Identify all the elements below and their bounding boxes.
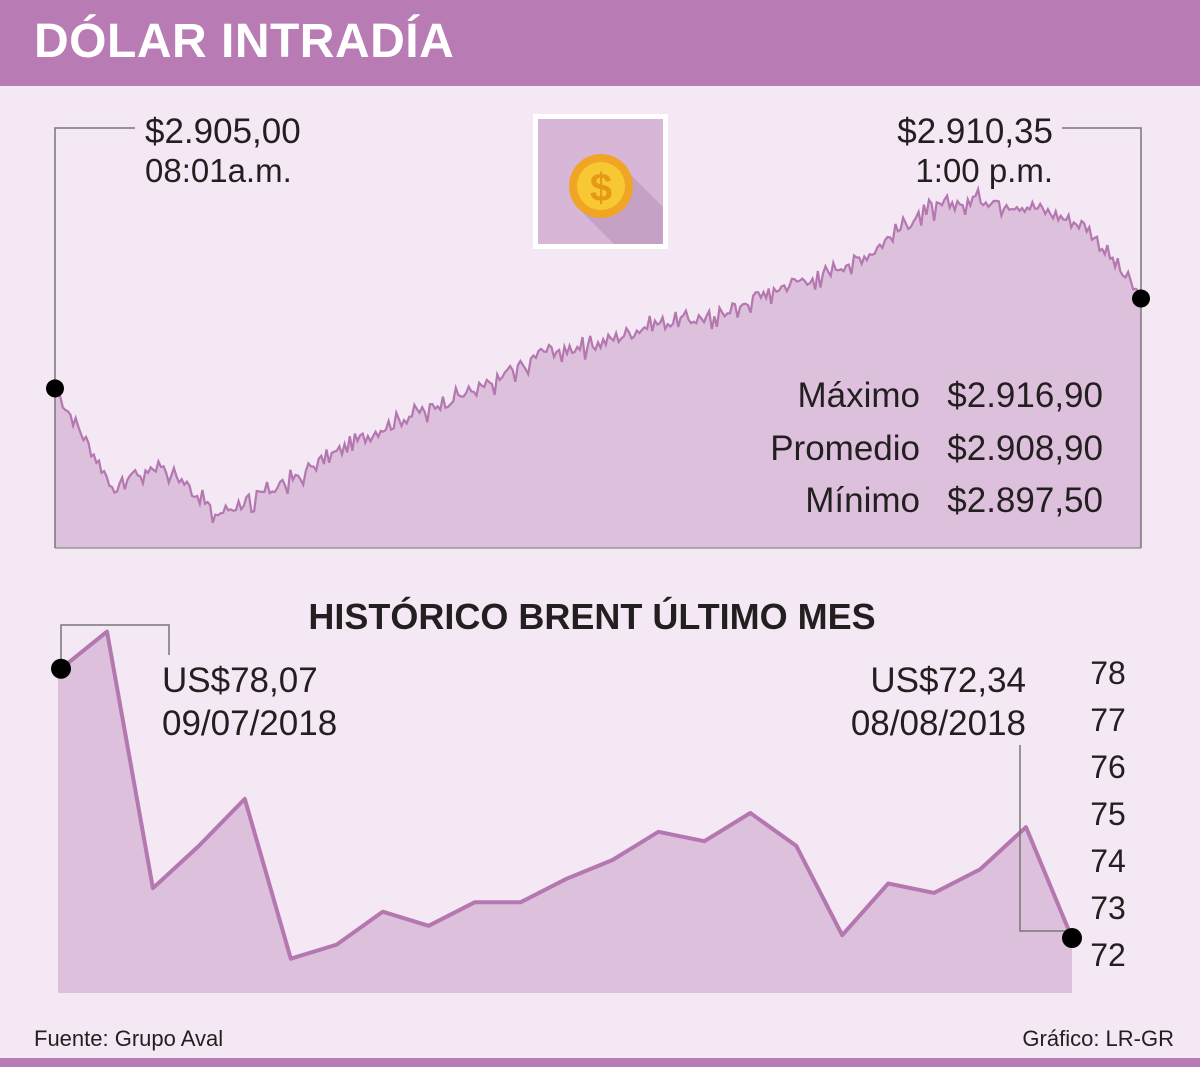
- stat-min-value: $2.897,50: [947, 481, 1103, 520]
- stat-max-label: Máximo: [797, 376, 920, 415]
- y-tick-label: 73: [1090, 890, 1126, 926]
- source-note: Fuente: Grupo Aval: [34, 1026, 224, 1051]
- open-value-label: $2.905,00: [145, 112, 301, 151]
- brent-area: [58, 631, 1072, 993]
- close-value-label: $2.910,35: [897, 112, 1053, 151]
- header-bar: DÓLAR INTRADÍA: [0, 0, 1200, 86]
- open-time-label: 08:01a.m.: [145, 152, 292, 189]
- y-tick-label: 75: [1090, 796, 1126, 832]
- close-leader-line: [1062, 127, 1142, 548]
- stat-avg-label: Promedio: [770, 429, 920, 468]
- intraday-area: [55, 189, 1141, 548]
- svg-text:$: $: [590, 166, 612, 210]
- brent-line: [59, 629, 1074, 961]
- intraday-line: [54, 185, 1143, 524]
- dollar-coin-icon: $: [533, 114, 668, 249]
- bottom-bar: [0, 1058, 1200, 1067]
- first-value-label: US$78,07: [162, 661, 318, 700]
- last-leader-line: [1019, 745, 1072, 932]
- y-tick-label: 78: [1090, 655, 1126, 691]
- y-tick-label: 76: [1090, 749, 1126, 785]
- open-marker: [46, 379, 64, 398]
- open-leader-line: [54, 127, 135, 548]
- close-marker: [1132, 289, 1150, 308]
- last-date-label: 08/08/2018: [851, 704, 1026, 743]
- stat-max-value: $2.916,90: [947, 376, 1103, 415]
- last-value-label: US$72,34: [870, 661, 1026, 700]
- close-time-label: 1:00 p.m.: [915, 152, 1053, 189]
- first-leader-line: [60, 624, 170, 672]
- y-tick-label: 74: [1090, 843, 1126, 879]
- stat-min-label: Mínimo: [805, 481, 920, 520]
- first-marker: [51, 658, 71, 679]
- y-tick-label: 72: [1090, 937, 1126, 973]
- page-title: DÓLAR INTRADÍA: [34, 15, 455, 68]
- brent-y-axis: 78 77 76 75 74 73 72: [1090, 655, 1126, 973]
- y-tick-label: 77: [1090, 702, 1126, 738]
- intraday-chart: $2.905,00 08:01a.m. $2.910,35 1:00 p.m. …: [46, 112, 1150, 549]
- brent-chart-title: HISTÓRICO BRENT ÚLTIMO MES: [308, 595, 875, 637]
- stat-avg-value: $2.908,90: [947, 429, 1103, 468]
- first-date-label: 09/07/2018: [162, 704, 337, 743]
- last-marker: [1062, 928, 1082, 948]
- brent-chart: HISTÓRICO BRENT ÚLTIMO MES US$78,07 09/0…: [51, 595, 1126, 993]
- credit-note: Gráfico: LR-GR: [1022, 1026, 1174, 1051]
